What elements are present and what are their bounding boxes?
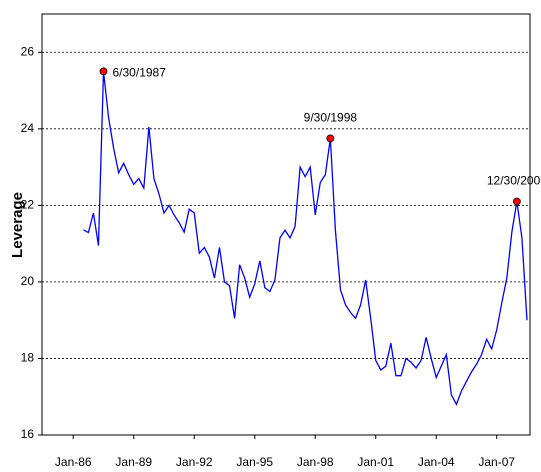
y-tick-label: 22 [21,198,35,212]
x-tick-label: Jan-07 [478,455,515,469]
highlight-marker [99,67,108,76]
annotation: 9/30/1998 [304,111,358,125]
x-tick-label: Jan-01 [357,455,394,469]
y-tick-label: 20 [21,274,35,288]
annotation: 6/30/1987 [113,66,167,80]
highlight-marker [326,134,335,143]
x-tick-label: Jan-86 [55,455,92,469]
x-tick-label: Jan-95 [236,455,273,469]
x-tick-label: Jan-92 [176,455,213,469]
x-tick-label: Jan-04 [418,455,455,469]
x-tick-label: Jan-98 [297,455,334,469]
annotation: 12/30/2007 [487,174,541,188]
highlight-marker [512,197,521,206]
series-line [83,71,528,406]
plot-area [41,13,531,436]
y-tick-label: 24 [21,121,35,135]
y-tick-label: 26 [21,44,35,58]
y-axis-label: Leverage [9,192,26,258]
x-tick-label: Jan-89 [115,455,152,469]
y-tick-label: 18 [21,351,35,365]
y-tick-label: 16 [21,427,35,441]
